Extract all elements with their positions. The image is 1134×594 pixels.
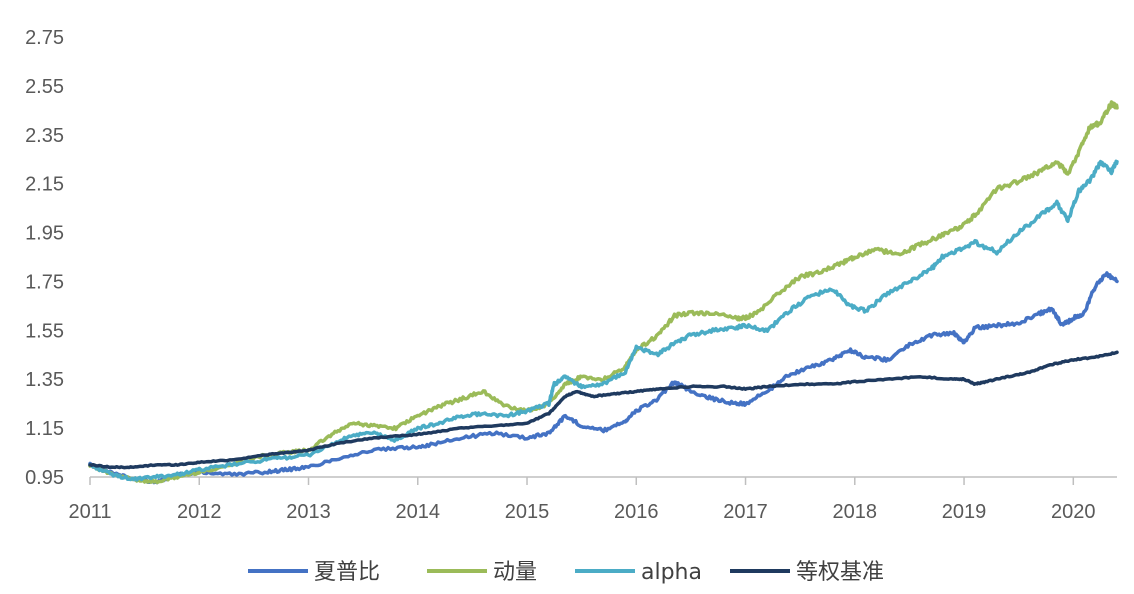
x-tick-label: 2012	[177, 501, 222, 523]
x-tick-label: 2013	[286, 501, 331, 523]
legend: 夏普比 动量 alpha 等权基准	[248, 560, 884, 585]
x-tick-label: 2015	[505, 501, 550, 523]
y-tick-label: 0.95	[25, 467, 64, 489]
series-lines	[88, 100, 1119, 485]
x-tick-label: 2018	[833, 501, 878, 523]
legend-label: 动量	[493, 560, 537, 585]
legend-label: 夏普比	[314, 560, 380, 585]
series-line-0	[88, 271, 1119, 485]
series-line-3	[88, 350, 1119, 470]
series-line-2	[88, 159, 1119, 482]
legend-label: 等权基准	[796, 560, 884, 585]
legend-label: alpha	[641, 560, 702, 585]
x-axis-ticks: 2011 2012 2013 2014 2015 2016 2017 2018 2019 2020	[68, 477, 1096, 523]
y-tick-label: 1.55	[25, 320, 64, 342]
x-tick-label: 2020	[1051, 501, 1096, 523]
x-tick-label: 2017	[723, 501, 768, 523]
series-line-1	[88, 100, 1119, 485]
x-tick-label: 2016	[614, 501, 659, 523]
y-tick-label: 1.75	[25, 271, 64, 293]
y-tick-label: 2.35	[25, 125, 64, 147]
y-tick-label: 1.95	[25, 223, 64, 245]
x-tick-label: 2011	[68, 501, 111, 523]
y-axis-ticks: 0.95 1.15 1.35 1.55 1.75 1.95 2.15 2.35 2.55 2.75	[25, 27, 64, 489]
x-tick-label: 2014	[396, 501, 441, 523]
y-tick-label: 2.75	[25, 27, 64, 49]
x-tick-label: 2019	[942, 501, 987, 523]
y-tick-label: 1.15	[25, 418, 64, 440]
y-tick-label: 1.35	[25, 369, 64, 391]
y-tick-label: 2.55	[25, 76, 64, 98]
y-tick-label: 2.15	[25, 174, 64, 196]
